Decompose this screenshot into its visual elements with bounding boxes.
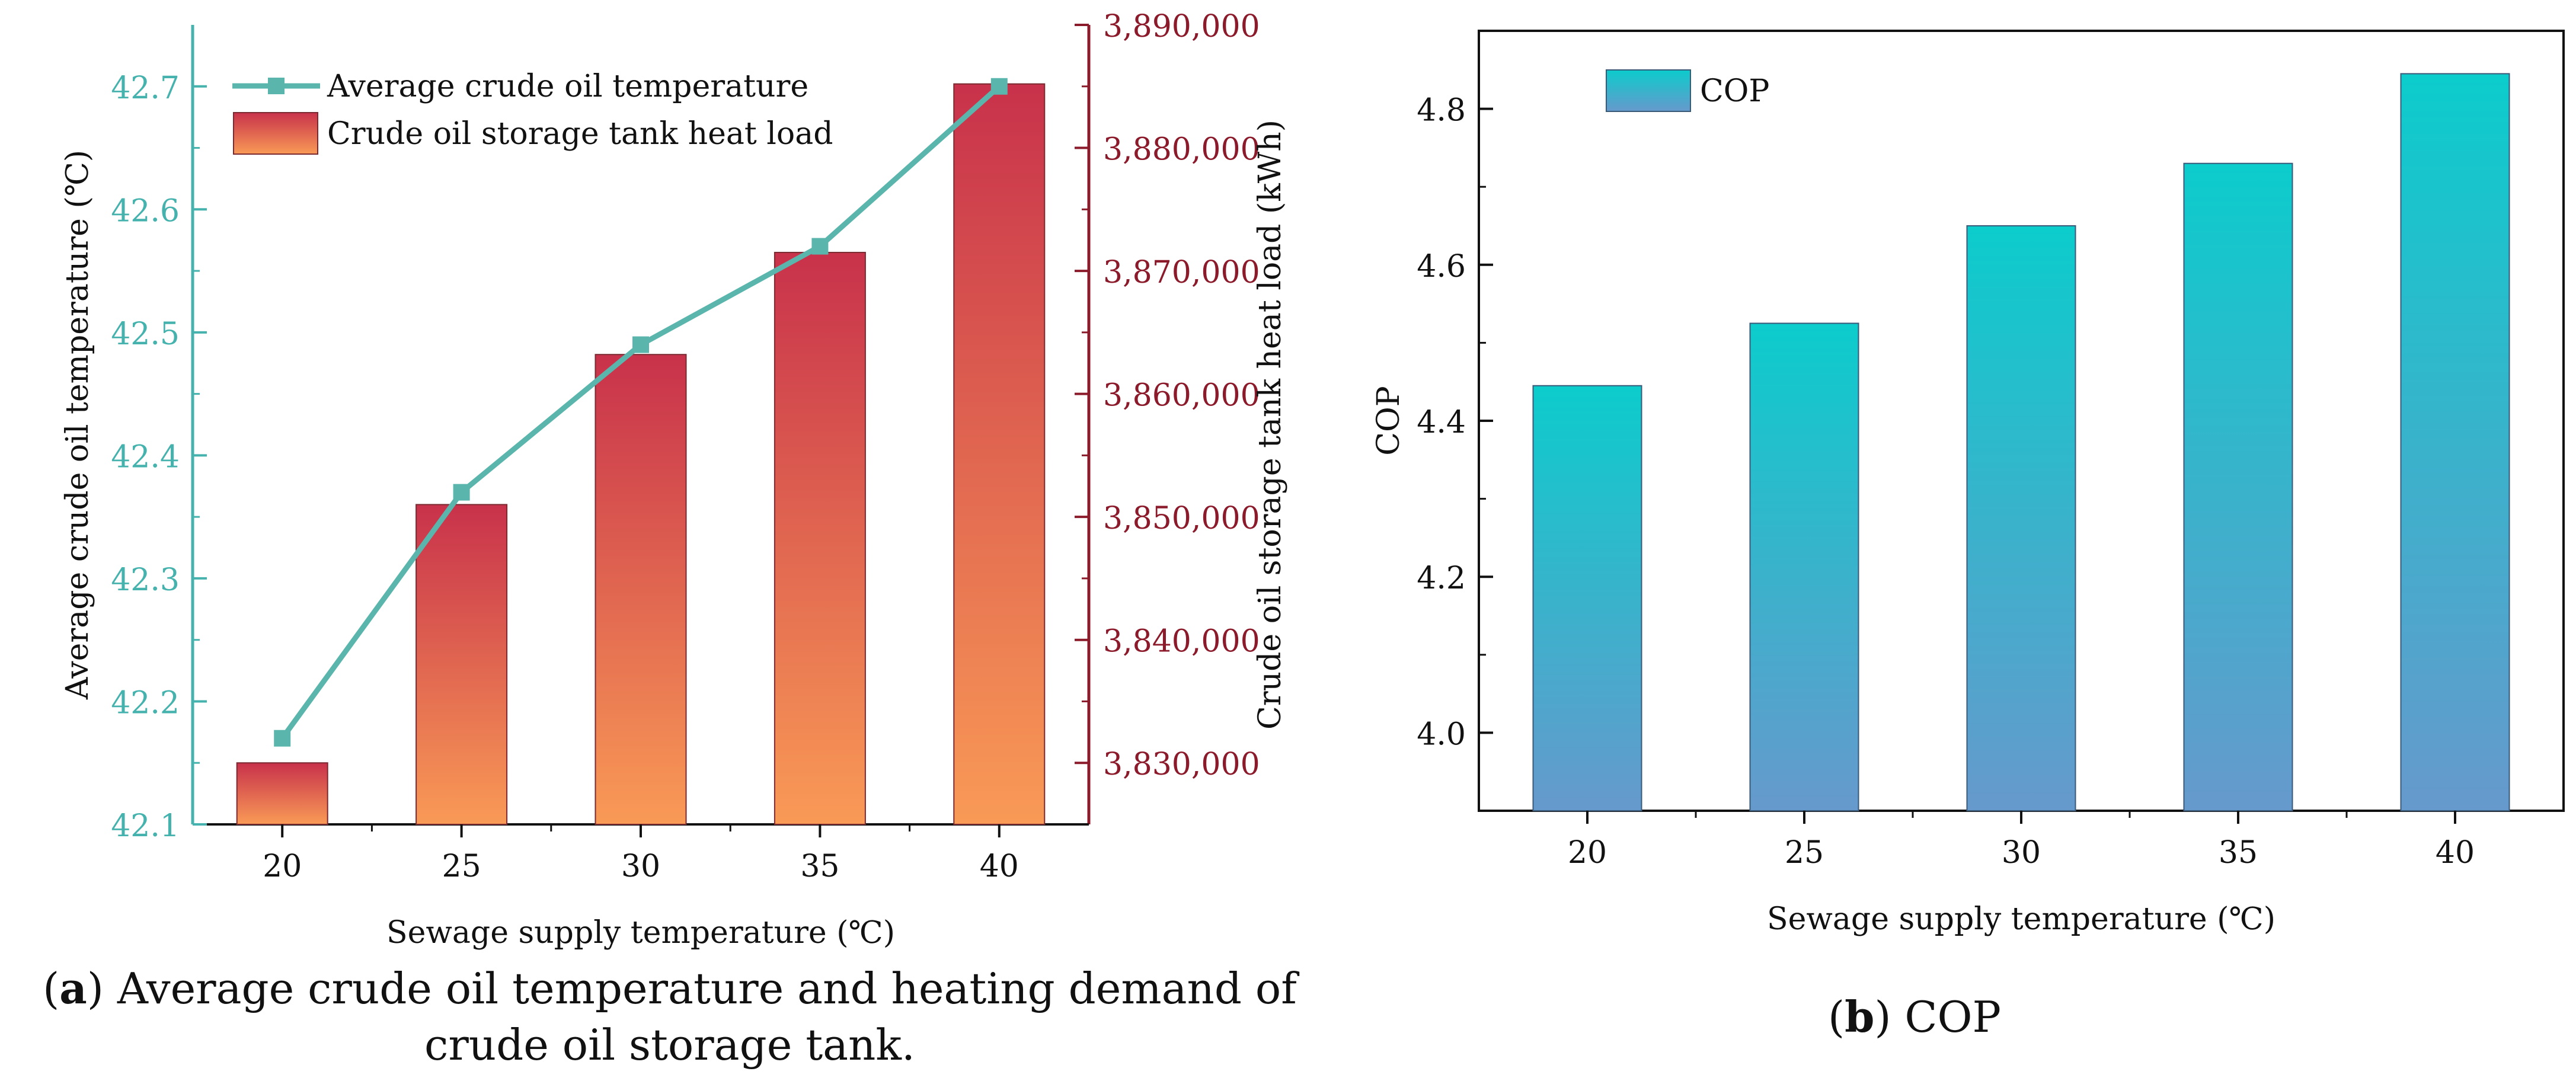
- legend-bar-swatch: [233, 112, 318, 155]
- left-tick-label: 42.6: [111, 193, 180, 229]
- temperature-marker: [453, 484, 470, 501]
- x-tick-label: 40: [2436, 835, 2475, 871]
- x-tick-label: 40: [980, 849, 1019, 884]
- cop-bar: [1749, 322, 1859, 811]
- left-tick-label: 42.7: [111, 71, 180, 106]
- x-tick-label: 25: [1785, 835, 1824, 871]
- cop-bar: [2183, 162, 2293, 812]
- left-tick-label: 42.3: [111, 562, 180, 598]
- right-tick-label: 3,880,000: [1103, 132, 1260, 168]
- right-tick-label: 3,840,000: [1103, 624, 1260, 660]
- right-tick-label: 3,850,000: [1103, 501, 1260, 536]
- right-tick-label: 3,890,000: [1103, 9, 1260, 44]
- legend-line-marker: [268, 78, 285, 94]
- legend-bar-label: Crude oil storage tank heat load: [327, 116, 833, 152]
- heat-load-bar: [953, 83, 1046, 826]
- left-tick-label: 42.4: [111, 439, 180, 475]
- right-tick-label: 3,830,000: [1103, 747, 1260, 782]
- caption-b: (b) COP: [1828, 992, 2001, 1042]
- x-tick-label: 30: [621, 849, 660, 884]
- temperature-marker: [632, 336, 649, 353]
- left-tick-label: 42.2: [111, 685, 180, 721]
- y-left-axis-label: Average crude oil temperature (℃): [60, 150, 95, 700]
- x-tick-label: 20: [1568, 835, 1607, 871]
- y-tick-label: 4.4: [1417, 405, 1466, 440]
- x-axis-label: Sewage supply temperature (℃): [386, 915, 895, 951]
- legend-line-label: Average crude oil temperature: [327, 69, 808, 104]
- heat-load-bar: [595, 354, 687, 825]
- y-axis-label: COP: [1371, 386, 1407, 455]
- caption-b-label: b: [1845, 992, 1875, 1042]
- right-tick-label: 3,870,000: [1103, 255, 1260, 290]
- caption-a-text: Average crude oil temperature and heatin…: [117, 964, 1297, 1070]
- heat-load-bar: [774, 251, 866, 825]
- left-tick-label: 42.1: [111, 808, 180, 844]
- x-tick-label: 35: [800, 849, 839, 884]
- legend-cop-swatch: [1606, 69, 1691, 112]
- x-tick-label: 30: [2002, 835, 2041, 871]
- caption-b-text: COP: [1904, 992, 2001, 1042]
- cop-bar: [1532, 385, 1642, 811]
- caption-a-label: a: [59, 963, 87, 1013]
- y-tick-label: 4.2: [1417, 561, 1466, 596]
- cop-bar: [2400, 73, 2510, 811]
- heat-load-bar: [236, 762, 328, 825]
- chart-b: 4.0 4.2 4.4 4.6 4.8 20 25 30 35 40 Sewage supply t…: [1371, 30, 2565, 937]
- y-right-axis-label: Crude oil storage tank heat load (kWh): [1252, 120, 1288, 730]
- legend-cop-label: COP: [1700, 73, 1769, 109]
- left-tick-label: 42.5: [111, 316, 180, 352]
- heat-load-bar: [416, 504, 508, 825]
- right-tick-label: 3,860,000: [1103, 378, 1260, 414]
- temperature-marker: [274, 730, 291, 747]
- chart-a: 42.1 42.2 42.3 42.4 42.5 42.6 42.7 3,830,000 3,8…: [60, 9, 1288, 951]
- x-tick-label: 35: [2219, 835, 2258, 871]
- y-tick-label: 4.8: [1417, 93, 1466, 129]
- temperature-marker: [990, 78, 1008, 95]
- x-tick-label: 20: [263, 849, 302, 884]
- y-tick-label: 4.6: [1417, 249, 1466, 284]
- y-tick-label: 4.0: [1417, 717, 1466, 752]
- x-tick-label: 25: [442, 849, 481, 884]
- caption-a: (a) Average crude oil temperature and he…: [43, 963, 1297, 1070]
- temperature-marker: [811, 238, 829, 255]
- x-axis-label: Sewage supply temperature (℃): [1767, 901, 2275, 937]
- cop-bar: [1966, 225, 2076, 811]
